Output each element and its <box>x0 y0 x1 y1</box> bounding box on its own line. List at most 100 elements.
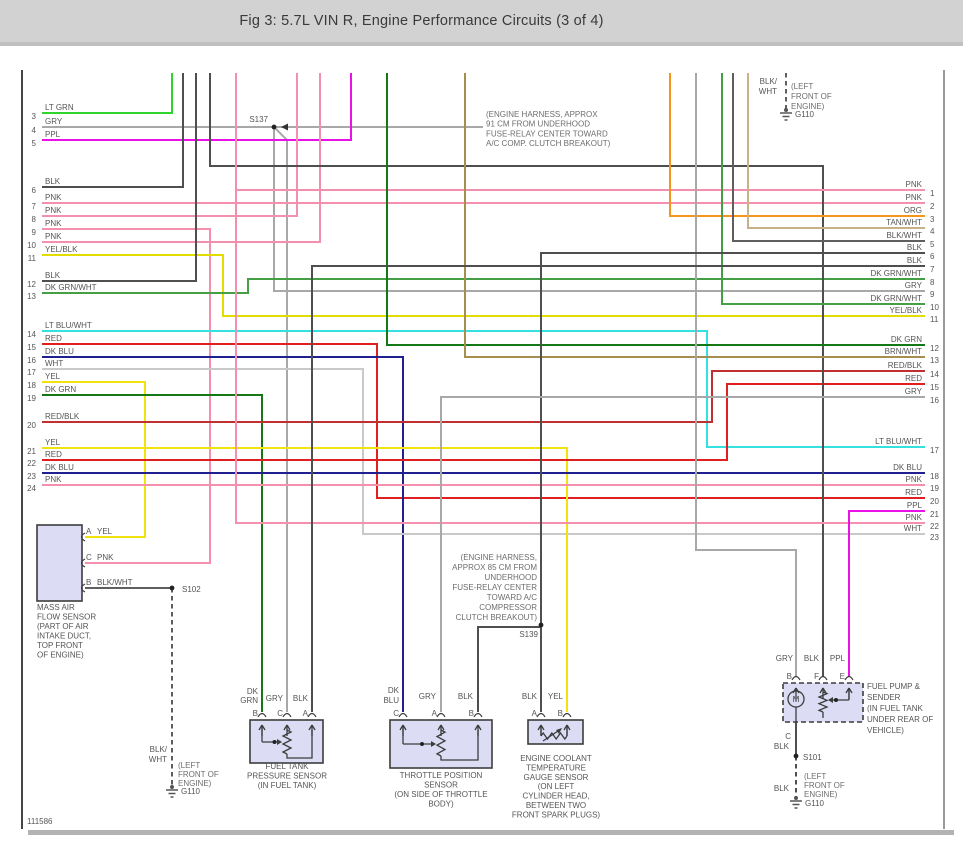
throttle-position-sensor-caption: (ON SIDE OF THROTTLE <box>394 790 487 799</box>
engine-coolant-temperature-gauge-sensor-caption: ENGINE COOLANT <box>520 754 592 763</box>
left-pin-label: PNK <box>45 193 62 202</box>
engine-coolant-temperature-gauge-sensor-terminal-arrow <box>540 724 545 731</box>
mass-air-flow-sensor-caption: FLOW SENSOR <box>37 613 96 622</box>
left-pin-label: GRY <box>45 117 63 126</box>
note-left-front-engine-bottom-left: ENGINE) <box>178 779 212 788</box>
left-pin-number: 5 <box>32 139 37 148</box>
left-pin-number: 23 <box>27 472 36 481</box>
fuel-pump-and-sender-terminal-arrow <box>819 687 824 694</box>
wire-19-dk-grn-ftp-b <box>42 394 263 712</box>
left-pin-number: 6 <box>32 186 37 195</box>
wire-12-blk <box>42 73 197 282</box>
fuel-pump-and-sender-connector <box>791 675 801 681</box>
text-label: GRY <box>266 694 284 703</box>
right-pin-label: RED/BLK <box>888 361 923 370</box>
fuel-tank-pressure-sensor-connector <box>282 712 292 718</box>
wire-org-top-right3 <box>669 73 925 217</box>
right-pin-label: RED <box>905 488 922 497</box>
left-pin-label: RED <box>45 334 62 343</box>
right-pin-number: 10 <box>930 303 939 312</box>
right-pin-label: GRY <box>905 387 923 396</box>
left-pin-number: 21 <box>27 447 36 456</box>
fuel-tank-pressure-sensor-terminal-arrow <box>261 724 266 731</box>
wire-13-dk-grn-wht <box>42 278 925 294</box>
ground-dot <box>784 108 788 112</box>
engine-coolant-temperature-gauge-sensor-caption: CYLINDER HEAD, <box>522 792 589 801</box>
note-engine-harness-85cm: CLUTCH BREAKOUT) <box>456 613 538 622</box>
note-engine-harness-91cm: A/C COMP. CLUTCH BREAKOUT) <box>486 139 611 148</box>
mass-air-flow-sensor-caption: MASS AIR <box>37 603 75 612</box>
throttle-position-sensor-terminal-letter: A <box>432 709 438 718</box>
connector-cap <box>80 583 86 593</box>
ground-label: G110 <box>181 787 201 796</box>
throttle-position-sensor-connector <box>473 712 483 718</box>
fuel-tank-pressure-sensor-terminal-arrow <box>311 724 316 731</box>
right-pin-number: 6 <box>930 252 935 261</box>
throttle-position-sensor-connector <box>436 712 446 718</box>
left-pin-number: 15 <box>27 343 36 352</box>
wire-5-ppl <box>42 73 352 141</box>
left-pin-number: 24 <box>27 484 36 493</box>
right-pin-number: 18 <box>930 472 939 481</box>
splice-label-S137: S137 <box>249 115 268 124</box>
throttle-position-sensor-caption: THROTTLE POSITION <box>400 771 483 780</box>
left-pin-label: LT BLU/WHT <box>45 321 92 330</box>
fuel-pump-and-sender-resistor <box>817 691 829 713</box>
note-left-front-engine-bottom-right: (LEFT <box>804 772 826 781</box>
throttle-position-sensor-terminal-arrow <box>402 724 407 731</box>
throttle-position-sensor-terminal-arrow <box>477 724 482 731</box>
splice-label-S139: S139 <box>519 630 538 639</box>
fuel-tank-pressure-sensor-caption: FUEL TANK <box>266 762 310 771</box>
throttle-position-sensor-caption: BODY) <box>428 800 454 809</box>
text-label: WHT <box>149 755 167 764</box>
mass-air-flow-sensor-terminal-wire-label: YEL <box>97 527 113 536</box>
fuel-pump-and-sender-connector <box>844 675 854 681</box>
throttle-position-sensor-connector <box>398 712 408 718</box>
wire-gry-top-pump-b <box>695 73 797 677</box>
engine-coolant-temperature-gauge-sensor-terminal-letter: B <box>558 709 563 718</box>
connector-cap <box>80 558 86 568</box>
left-pin-label: BLK <box>45 271 61 280</box>
right-pin-number: 14 <box>930 370 939 379</box>
fuel-tank-pressure-sensor-wiper-dot <box>272 740 277 744</box>
ground-dot <box>170 785 174 789</box>
engine-coolant-temperature-gauge-sensor-terminal-arrow <box>566 724 571 731</box>
text-label: PPL <box>830 654 846 663</box>
left-pin-number: 14 <box>27 330 36 339</box>
motor-m: M <box>793 695 800 704</box>
note-left-front-engine-top-right: FRONT OF <box>791 92 832 101</box>
right-pin-label: PPL <box>907 501 923 510</box>
note-engine-harness-91cm: FUSE-RELAY CENTER TOWARD <box>486 129 608 138</box>
right-pin-label: PNK <box>906 475 923 484</box>
right-pin-label: DK GRN/WHT <box>870 269 922 278</box>
fuel-pump-and-sender-arm-dot <box>834 698 838 702</box>
right-pin-label: RED <box>905 374 922 383</box>
splice-dot-S137 <box>271 124 277 130</box>
left-pin-label: PPL <box>45 130 61 139</box>
wire-10-pnk <box>42 73 321 243</box>
mass-air-flow-sensor-caption: (PART OF AIR <box>37 622 89 631</box>
engine-coolant-temperature-gauge-sensor-terminal-letter: A <box>532 709 538 718</box>
left-pin-label: PNK <box>45 475 62 484</box>
throttle-position-sensor-wiper-arrow <box>431 741 436 747</box>
mass-air-flow-sensor-terminal-letter: C <box>86 553 92 562</box>
fuel-pump-and-sender-connector <box>818 675 828 681</box>
engine-coolant-temperature-gauge-sensor-resistor <box>540 731 568 741</box>
title-bar: Fig 3: 5.7L VIN R, Engine Performance Ci… <box>0 0 963 46</box>
text-label: C <box>785 732 791 741</box>
splice-dot-S139 <box>538 622 544 628</box>
fuel-pump-and-sender-arm-arrow <box>828 697 833 703</box>
left-pin-number: 10 <box>27 241 36 250</box>
throttle-position-sensor-terminal-arrow <box>440 724 445 731</box>
fuel-tank-pressure-sensor-terminal-arrow <box>283 724 288 731</box>
left-pin-number: 20 <box>27 421 36 430</box>
note-engine-harness-91cm: 91 CM FROM UNDERHOOD <box>486 120 590 129</box>
fuel-pump-and-sender-caption: (IN FUEL TANK <box>867 704 924 713</box>
fuel-tank-pressure-sensor-terminal-arrow <box>286 724 291 731</box>
wire-21-yel-ect-b <box>42 447 568 712</box>
wire-blk-top-pump-f <box>209 73 824 677</box>
s137-pointer <box>281 123 288 131</box>
fuel-pump-and-sender-caption: SENDER <box>867 693 901 702</box>
left-pin-number: 18 <box>27 381 36 390</box>
